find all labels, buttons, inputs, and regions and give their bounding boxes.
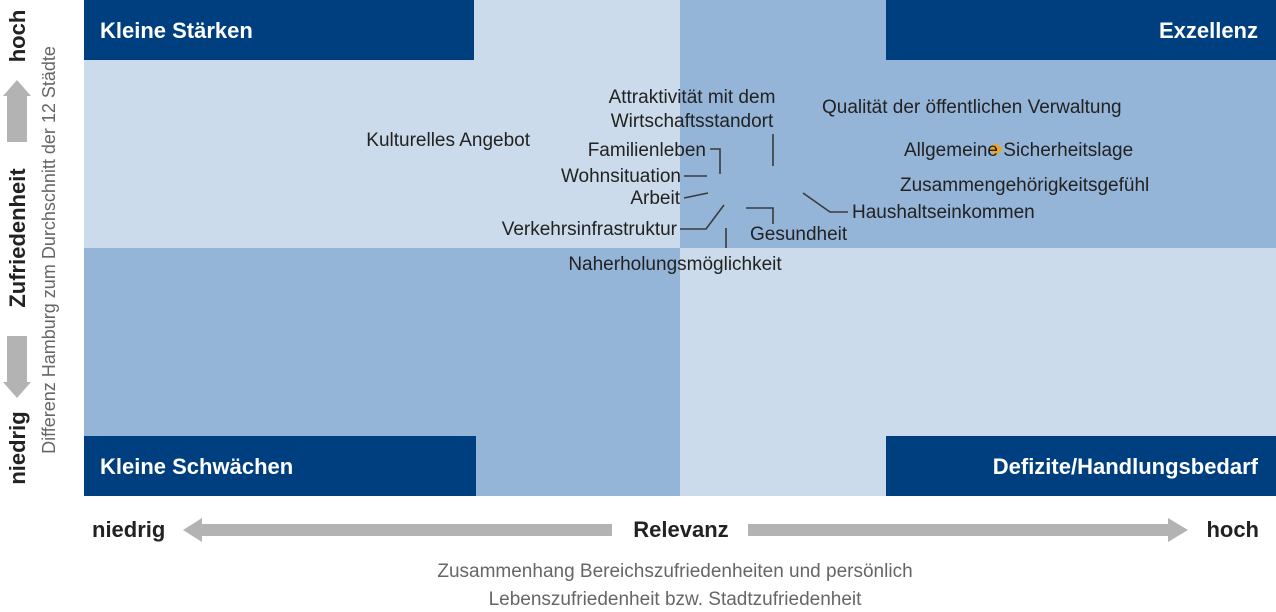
corner-box-bottom-left <box>84 436 476 496</box>
y-axis-down-arrow-icon <box>3 336 31 398</box>
caption: Zusammenhang Bereichszufriedenheiten und… <box>437 561 912 610</box>
leader-line-arbeit <box>683 192 709 199</box>
leader-line-familienleben <box>710 148 721 174</box>
corner-bottom-left: Kleine Schwächen <box>84 436 476 496</box>
point-label-familienleben: Familienleben <box>588 140 706 161</box>
point-label-allgemeine-sicherheitslage: Allgemeine Sicherheitslage <box>904 140 1133 161</box>
y-axis-label: Zufriedenheit <box>5 168 30 308</box>
leader-line-haushaltseinkommen <box>802 192 848 213</box>
data-point-kulturelles-angebot <box>989 142 1003 156</box>
x-axis-high-label: hoch <box>1206 517 1259 542</box>
corner-box-bottom-right <box>886 436 1276 496</box>
point-label-haushaltseinkommen: Haushaltseinkommen <box>852 202 1035 223</box>
corner-box-top-left <box>84 0 474 60</box>
point-label-wohnsituation: Wohnsituation <box>561 166 681 187</box>
point-label-qualität-der-öffentlichen-verwaltung: Qualität der öffentlichen Verwaltung <box>822 97 1122 118</box>
x-axis-right-arrow-icon <box>748 518 1188 542</box>
quadrant-label-top-right: Exzellenz <box>1159 18 1258 43</box>
quadrant-label-bottom-right: Defizite/Handlungsbedarf <box>993 454 1259 479</box>
leader-lines <box>680 134 848 248</box>
caption-line-1: Zusammenhang Bereichszufriedenheiten und… <box>437 561 912 582</box>
point-label-attraktivität-mit-dem-wirtschaftsstandort: Attraktivität mit dem Wirtschaftsstandort <box>609 87 776 132</box>
corner-bottom-right: Defizite/Handlungsbedarf <box>886 436 1276 496</box>
point-label-gesundheit: Gesundheit <box>750 224 848 245</box>
quadrant-backgrounds <box>84 0 1276 496</box>
point-labels: Kulturelles Angebot Attraktivität mit dem… <box>366 87 1149 275</box>
data-points <box>989 142 1003 156</box>
x-axis-low-label: niedrig <box>92 517 165 542</box>
corner-top-right: Exzellenz <box>886 0 1276 60</box>
corner-box-top-right <box>886 0 1276 60</box>
point-label-arbeit: Arbeit <box>630 188 680 209</box>
quadrant-label-top-left: Kleine Stärken <box>100 18 253 43</box>
x-axis-label: Relevanz <box>633 517 728 542</box>
x-axis: niedrig Relevanz hoch <box>92 517 1259 542</box>
y-axis-sub-label: Differenz Hamburg zum Durchschnitt der 1… <box>39 46 59 454</box>
point-label-kulturelles-angebot: Kulturelles Angebot <box>366 130 530 151</box>
leader-line-gesundheit <box>746 207 774 224</box>
y-axis: hoch Zufriedenheit niedrig Differenz Ham… <box>3 10 59 485</box>
y-axis-up-arrow-icon <box>3 80 31 142</box>
x-axis-left-arrow-icon <box>183 518 612 542</box>
caption-line-2: Lebenszufriedenheit bzw. Stadtzufriedenh… <box>489 589 863 610</box>
point-label-verkehrsinfrastruktur: Verkehrsinfrastruktur <box>502 219 678 240</box>
point-label-zusammengehörigkeitsgefühl: Zusammengehörigkeitsgefühl <box>900 175 1149 196</box>
corner-top-left: Kleine Stärken <box>84 0 474 60</box>
y-axis-low-label: niedrig <box>5 411 30 484</box>
leader-line-verkehrsinfrastruktur <box>680 204 725 230</box>
point-label-naherholungsmöglichkeit: Naherholungsmöglichkeit <box>568 254 782 275</box>
y-axis-high-label: hoch <box>5 10 30 63</box>
quadrant-label-bottom-left: Kleine Schwächen <box>100 454 293 479</box>
